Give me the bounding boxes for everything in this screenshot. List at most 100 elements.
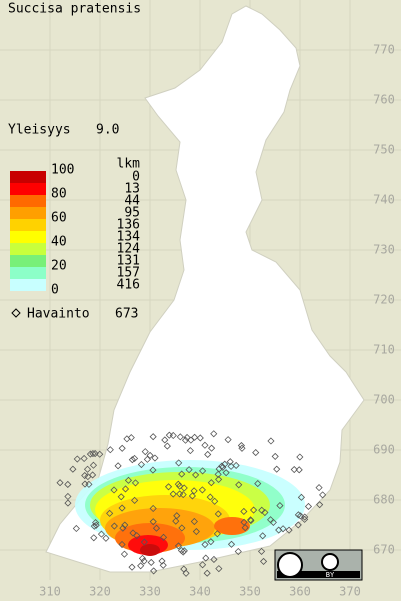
diamond <box>186 447 194 455</box>
diamond <box>159 533 168 541</box>
diamond <box>218 462 226 470</box>
diamond <box>147 558 155 567</box>
diamond <box>182 569 190 577</box>
diamond <box>149 466 157 474</box>
diamond <box>192 471 200 479</box>
diamond <box>279 525 287 533</box>
diamond <box>240 507 248 516</box>
diamond <box>222 469 230 477</box>
diamond <box>56 479 64 487</box>
diamond <box>121 485 130 493</box>
scale-label: 0 <box>51 283 59 298</box>
frequency-label: Yleisyys <box>8 123 71 138</box>
grid-label: 670 <box>373 543 395 557</box>
diamond <box>276 502 284 510</box>
diamond <box>252 449 260 457</box>
diamond <box>131 496 139 504</box>
diamond <box>151 454 159 462</box>
legend-swatch <box>10 207 46 219</box>
scale-label: 100 <box>51 163 74 178</box>
diamond <box>250 506 258 514</box>
grid-label: 360 <box>289 585 311 599</box>
count-label: 95 <box>124 206 140 221</box>
diamond <box>297 493 305 501</box>
diamond <box>203 569 211 577</box>
diamond <box>206 493 214 501</box>
diamond <box>64 480 72 489</box>
diamond <box>128 563 136 571</box>
diamond <box>176 482 184 490</box>
diamond <box>235 481 243 489</box>
diamond <box>201 441 209 449</box>
scale-label: 20 <box>51 259 67 274</box>
diamond <box>285 526 293 534</box>
diamond <box>97 530 106 538</box>
diamond <box>89 461 98 469</box>
diamond <box>258 506 266 514</box>
diamond <box>159 561 167 569</box>
title: Succisa pratensis <box>8 2 141 17</box>
diamond <box>89 471 97 479</box>
diamond <box>316 501 324 509</box>
diamond <box>117 493 125 501</box>
diamond <box>169 490 177 498</box>
diamond <box>204 450 212 459</box>
count-label: 44 <box>124 194 140 209</box>
grid-label: 700 <box>373 393 395 407</box>
grid-label: 740 <box>373 193 395 207</box>
diamond <box>138 554 147 562</box>
diamond <box>69 465 77 473</box>
diamond <box>146 451 154 459</box>
diamond <box>150 567 158 575</box>
grid-label: 750 <box>373 143 395 157</box>
diamond <box>296 453 304 461</box>
diamond <box>106 446 114 454</box>
legend-swatch <box>10 243 46 255</box>
scale-label: 40 <box>51 235 67 250</box>
frequency-value: 9.0 <box>96 123 119 138</box>
count-label: 13 <box>124 182 140 197</box>
diamond <box>301 513 309 521</box>
diamond <box>201 540 209 549</box>
diamond <box>273 465 281 473</box>
diamond <box>241 524 249 532</box>
observation-count: 673 <box>115 307 138 322</box>
diamond <box>234 547 242 556</box>
diamond <box>110 486 118 494</box>
diamond <box>215 475 223 483</box>
diamond <box>254 480 262 488</box>
diamond <box>259 532 267 540</box>
diamond <box>123 435 131 443</box>
diamond <box>137 562 145 570</box>
count-label: 134 <box>117 230 141 245</box>
diamond <box>269 518 277 526</box>
diamond <box>130 454 139 463</box>
diamond <box>304 502 313 511</box>
diamond <box>214 510 222 518</box>
finland-outline <box>45 5 365 573</box>
legend-swatch <box>10 279 46 291</box>
grid-label: 720 <box>373 293 395 307</box>
diamond <box>149 504 157 513</box>
legend-swatch <box>10 219 46 231</box>
observation-symbol <box>11 308 21 318</box>
legend-swatch <box>10 267 46 279</box>
grid-label: 330 <box>139 585 161 599</box>
diamond <box>207 538 215 546</box>
diamond <box>174 542 183 550</box>
legend: lkm 100806040200013449513613412413115741… <box>10 157 140 298</box>
diamond <box>198 486 206 494</box>
diamond <box>294 511 302 519</box>
diamond <box>174 480 182 488</box>
grid-label: 770 <box>373 43 395 57</box>
diamond <box>210 555 218 564</box>
diamond <box>140 557 148 565</box>
grid-label: 730 <box>373 243 395 257</box>
diamond <box>213 530 221 538</box>
count-label: 416 <box>117 278 140 293</box>
diamond <box>118 504 126 512</box>
count-label: 157 <box>117 266 140 281</box>
license-badge: BY <box>274 549 363 581</box>
diamond <box>169 431 177 440</box>
